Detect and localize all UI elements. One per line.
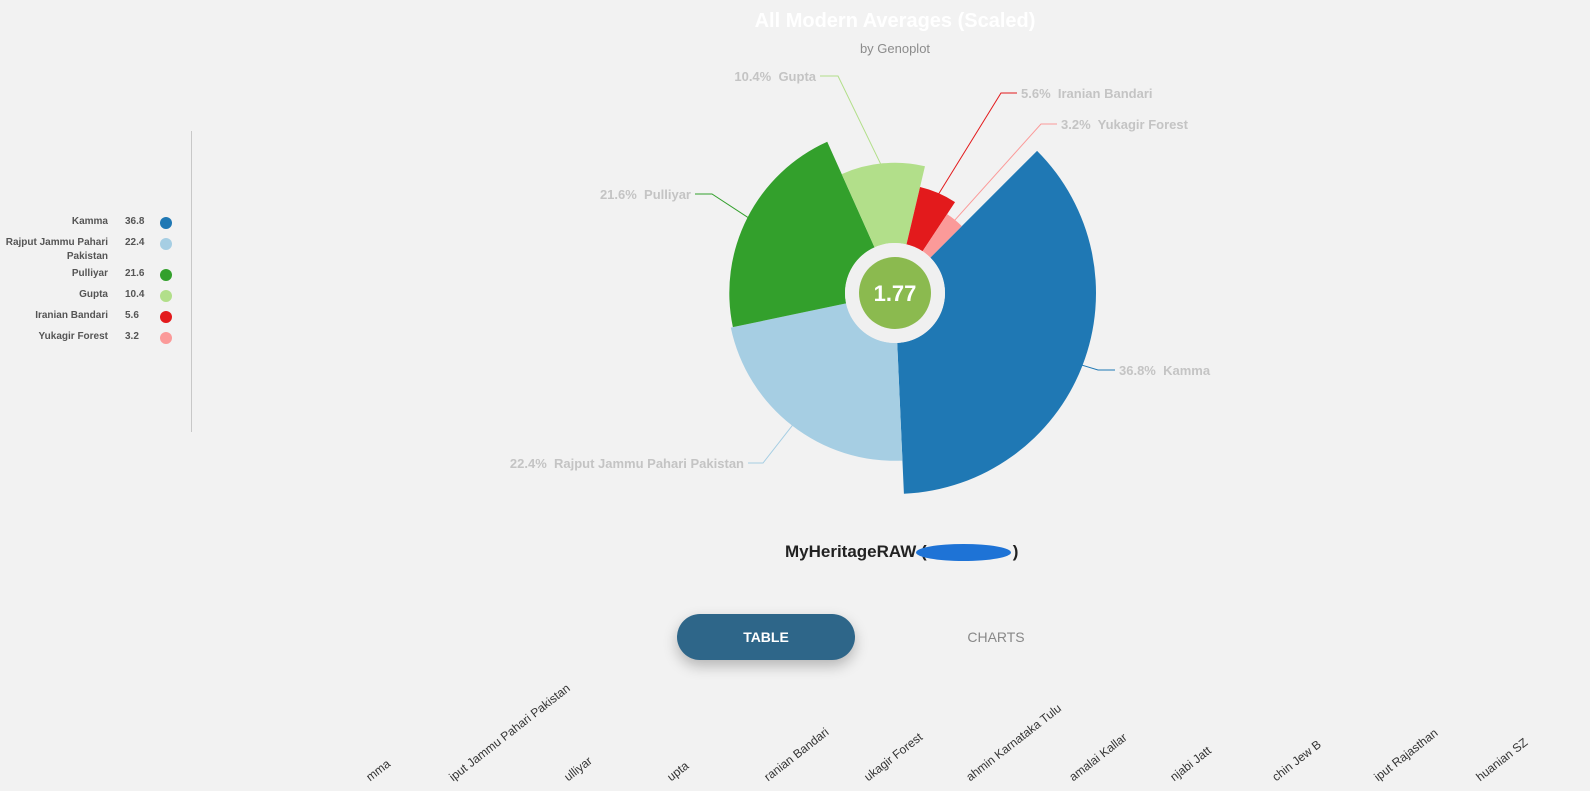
legend-dot xyxy=(160,332,172,344)
legend-item-rajput-jammu-pahari-pakistan[interactable]: Rajput Jammu Pahari Pakistan 22.4 xyxy=(0,236,180,267)
tab-charts[interactable]: CHARTS xyxy=(907,614,1085,660)
column-header[interactable]: iput Jammu Pahari Pakistan xyxy=(446,680,573,784)
legend-label: Kamma xyxy=(71,216,108,227)
column-header[interactable]: huanian SZ xyxy=(1473,735,1531,784)
legend-dot xyxy=(160,238,172,250)
leader-line xyxy=(935,92,1017,199)
leader-line xyxy=(695,193,753,221)
chart-subtitle: by Genoplot xyxy=(859,41,931,56)
legend-value: 21.6 xyxy=(125,268,145,279)
data-label: 36.8% Kamma xyxy=(1119,363,1211,378)
legend-item-iranian-bandari[interactable]: Iranian Bandari 5.6 xyxy=(0,309,180,330)
tab-table[interactable]: TABLE xyxy=(677,614,855,660)
legend-value: 22.4 xyxy=(125,237,145,248)
legend-label: Pulliyar xyxy=(71,268,108,279)
legend-item-gupta[interactable]: Gupta 10.4 xyxy=(0,288,180,309)
pie-slice-pulliyar[interactable] xyxy=(729,141,875,328)
legend-value: 5.6 xyxy=(125,310,139,321)
sample-name: MyHeritageRAW () xyxy=(785,542,1018,562)
center-value: 1.77 xyxy=(874,281,917,306)
column-header[interactable]: amalai Kallar xyxy=(1066,730,1130,784)
legend-label: Yukagir Forest xyxy=(38,331,108,342)
legend-dot xyxy=(160,217,172,229)
sample-name-close: ) xyxy=(1012,542,1019,561)
legend-label: Gupta xyxy=(79,289,108,300)
column-header[interactable]: ulliyar xyxy=(561,753,595,784)
chart-title: All Modern Averages (Scaled) xyxy=(754,10,1036,32)
redaction-scribble xyxy=(916,544,1011,561)
leader-line xyxy=(1076,363,1115,371)
column-header[interactable]: ahmin Karnataka Tulu xyxy=(963,701,1065,784)
pie-slice-kamma[interactable] xyxy=(897,150,1096,494)
sample-name-text: MyHeritageRAW ( xyxy=(785,542,927,561)
data-label: 22.4% Rajput Jammu Pahari Pakistan xyxy=(510,456,744,471)
legend: Kamma 36.8 Rajput Jammu Pahari Pakistan … xyxy=(0,215,180,351)
pie-slice-rajput-jammu-pahari-pakistan[interactable] xyxy=(730,303,903,461)
legend-value: 3.2 xyxy=(125,331,139,342)
legend-item-kamma[interactable]: Kamma 36.8 xyxy=(0,215,180,236)
data-label: 5.6% Iranian Bandari xyxy=(1021,86,1153,101)
legend-item-yukagir-forest[interactable]: Yukagir Forest 3.2 xyxy=(0,330,180,351)
column-header[interactable]: ukagir Forest xyxy=(861,729,926,784)
leader-line xyxy=(820,75,884,170)
pie-slice-yukagir-forest[interactable] xyxy=(922,214,962,258)
legend-label: Iranian Bandari xyxy=(35,310,108,321)
legend-dot xyxy=(160,311,172,323)
legend-value: 36.8 xyxy=(125,216,145,227)
legend-value: 10.4 xyxy=(125,289,145,300)
center-disc xyxy=(859,257,931,329)
legend-item-pulliyar[interactable]: Pulliyar 21.6 xyxy=(0,267,180,288)
data-label: 21.6% Pulliyar xyxy=(600,187,691,202)
legend-dot xyxy=(160,269,172,281)
column-header[interactable]: ranian Bandari xyxy=(761,724,832,784)
column-header[interactable]: mma xyxy=(363,756,394,784)
pie-chart: 36.8% Kamma 22.4% Rajput Jammu Pahari Pak… xyxy=(510,69,1211,494)
pie-slice-gupta[interactable] xyxy=(841,162,925,248)
legend-divider xyxy=(191,131,192,432)
data-label: 10.4% Gupta xyxy=(734,69,816,84)
data-label: 3.2% Yukagir Forest xyxy=(1061,117,1189,132)
view-tabs: TABLE CHARTS xyxy=(677,614,1077,660)
column-header[interactable]: upta xyxy=(664,758,692,784)
legend-label: Rajput Jammu Pahari Pakistan xyxy=(5,237,108,262)
pie-slice-iranian-bandari[interactable] xyxy=(906,187,956,252)
legend-dot xyxy=(160,290,172,302)
column-header[interactable]: njabi Jatt xyxy=(1167,743,1214,784)
leader-line xyxy=(950,123,1057,225)
column-header[interactable]: iput Rajasthan xyxy=(1371,725,1441,784)
leader-line xyxy=(748,420,797,464)
column-header[interactable]: chin Jew B xyxy=(1269,737,1324,784)
